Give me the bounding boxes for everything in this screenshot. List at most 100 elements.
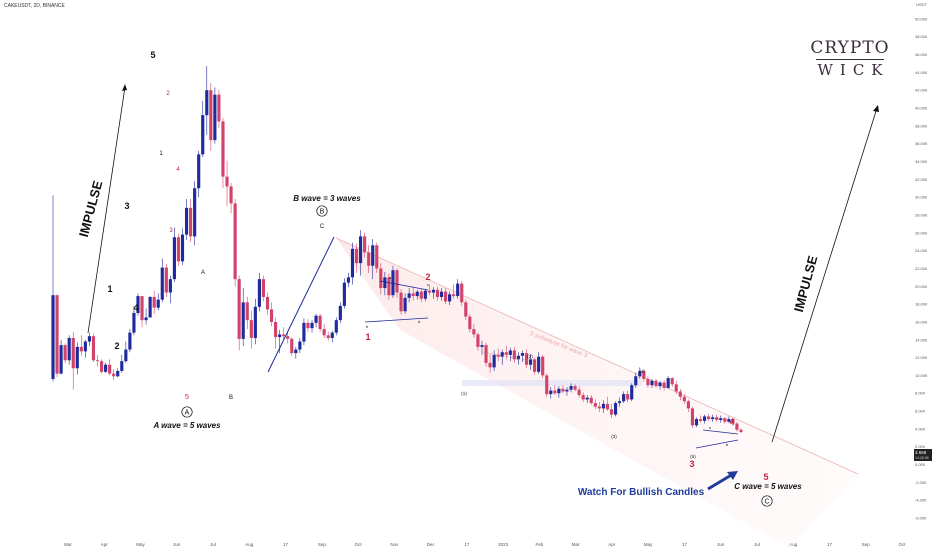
time-tick-label: Apr xyxy=(608,542,616,547)
candle-body xyxy=(257,279,261,307)
price-tick-label: 6.000 xyxy=(915,409,926,414)
candle-body xyxy=(658,382,662,387)
time-tick-label: Mar xyxy=(64,542,72,547)
candle-body xyxy=(383,277,387,289)
candle-body xyxy=(541,356,545,376)
candle-body xyxy=(557,388,561,394)
tri-b-label: b xyxy=(366,324,369,329)
candle-body xyxy=(346,277,351,283)
candle-body xyxy=(108,364,112,374)
circle-a-label: A xyxy=(185,410,190,417)
candle-body xyxy=(427,290,431,293)
candle-body xyxy=(371,245,375,266)
candle-body xyxy=(601,403,605,409)
candle-body xyxy=(512,350,516,360)
candle-body xyxy=(597,406,601,409)
tri-a-label: a xyxy=(389,275,392,280)
candle-body xyxy=(528,359,533,365)
candle-body xyxy=(411,293,415,297)
candle-body xyxy=(719,418,723,420)
wave2-red-label: 2 xyxy=(425,272,430,282)
candle-body xyxy=(727,419,731,422)
price-tick-label: 44.000 xyxy=(915,70,928,75)
price-tick-label: 22.000 xyxy=(915,266,928,271)
candle-body xyxy=(476,334,480,347)
candle-body xyxy=(225,176,229,187)
candle-body xyxy=(136,296,140,314)
candle-body xyxy=(326,335,330,338)
wave1-red-label: 1 xyxy=(365,332,370,342)
candle-body xyxy=(249,320,253,338)
price-tick-label: 10.000 xyxy=(915,373,928,378)
impulse-arrow-left xyxy=(87,86,126,334)
candle-body xyxy=(367,252,371,266)
candle-body xyxy=(152,296,156,308)
price-tick-label: 34.000 xyxy=(915,159,928,164)
candle-body xyxy=(520,353,525,356)
price-tick-label: 26.000 xyxy=(915,230,928,235)
time-tick-label: Dec xyxy=(427,542,436,547)
price-tick-label: 0.000 xyxy=(915,462,926,467)
candle-body xyxy=(618,401,622,404)
candle-body xyxy=(55,295,59,374)
time-tick-label: Oct xyxy=(355,542,363,547)
candle-body xyxy=(379,268,383,289)
circle-c-ring xyxy=(761,495,773,507)
candle-body xyxy=(261,279,266,297)
price-tick-label: 2.000 xyxy=(915,444,926,449)
drawings xyxy=(87,84,879,491)
candle-body xyxy=(213,94,217,141)
price-tick-label: 30.000 xyxy=(915,195,928,200)
impulse-label-right: IMPULSE xyxy=(791,254,821,314)
candle-body xyxy=(245,302,249,321)
logo-line1: CRYPTO xyxy=(810,38,890,58)
candle-body xyxy=(686,401,690,409)
wave4-red-label: 4 xyxy=(729,417,734,427)
candle-body xyxy=(298,341,302,350)
sub-b-label: B xyxy=(229,395,233,401)
candle-body xyxy=(711,417,715,420)
tri-c-label: c xyxy=(427,282,429,287)
candle-body xyxy=(79,346,83,352)
descending-channel xyxy=(335,237,859,548)
candle-body xyxy=(403,297,407,312)
triangle-lower xyxy=(364,317,429,323)
candle-body xyxy=(545,375,549,395)
candle-body xyxy=(472,329,476,335)
price-tick-label: 4.000 xyxy=(915,426,926,431)
candle-body xyxy=(488,362,492,368)
time-tick-label: Aug xyxy=(789,542,798,547)
price-tick-label: 12.000 xyxy=(915,355,928,360)
candle-body xyxy=(63,345,67,361)
candle-body xyxy=(496,354,500,357)
candle-body xyxy=(468,316,472,330)
candle-body xyxy=(577,389,581,396)
candle-body xyxy=(176,237,181,262)
candle-body xyxy=(690,408,695,426)
candle-body xyxy=(290,338,294,354)
arrow-head-right xyxy=(873,105,879,112)
red-a1: 1 xyxy=(159,151,163,157)
triangle-upper xyxy=(379,280,429,291)
end-b-label: b xyxy=(726,442,729,447)
time-tick-label: Sep xyxy=(318,542,327,547)
sub-a-label: A xyxy=(201,270,205,276)
price-axis[interactable]: 50.000 48.000 46.000 44.000 42.000 40.000 38.0… xyxy=(915,16,928,520)
candle-body xyxy=(148,296,152,318)
candle-body xyxy=(504,352,508,355)
time-tick-label: 17 xyxy=(464,542,470,547)
candle-body xyxy=(172,237,176,280)
candle-body xyxy=(646,378,650,386)
candle-body xyxy=(613,403,618,415)
candle-body xyxy=(593,403,597,407)
price-tick-label: 28.000 xyxy=(915,212,928,217)
sub4-label: (4) xyxy=(639,369,645,374)
candle-body xyxy=(391,270,395,296)
candle-body xyxy=(95,360,100,362)
candle-body xyxy=(533,359,537,372)
candle-body xyxy=(306,322,310,329)
candle-body xyxy=(715,417,719,420)
candle-body xyxy=(731,419,735,424)
logo-divider xyxy=(816,59,884,60)
time-axis[interactable]: Mar Apr May Jun Jul Aug 17 Sep Oct Nov Dec 17 2023 Fe… xyxy=(64,542,906,547)
